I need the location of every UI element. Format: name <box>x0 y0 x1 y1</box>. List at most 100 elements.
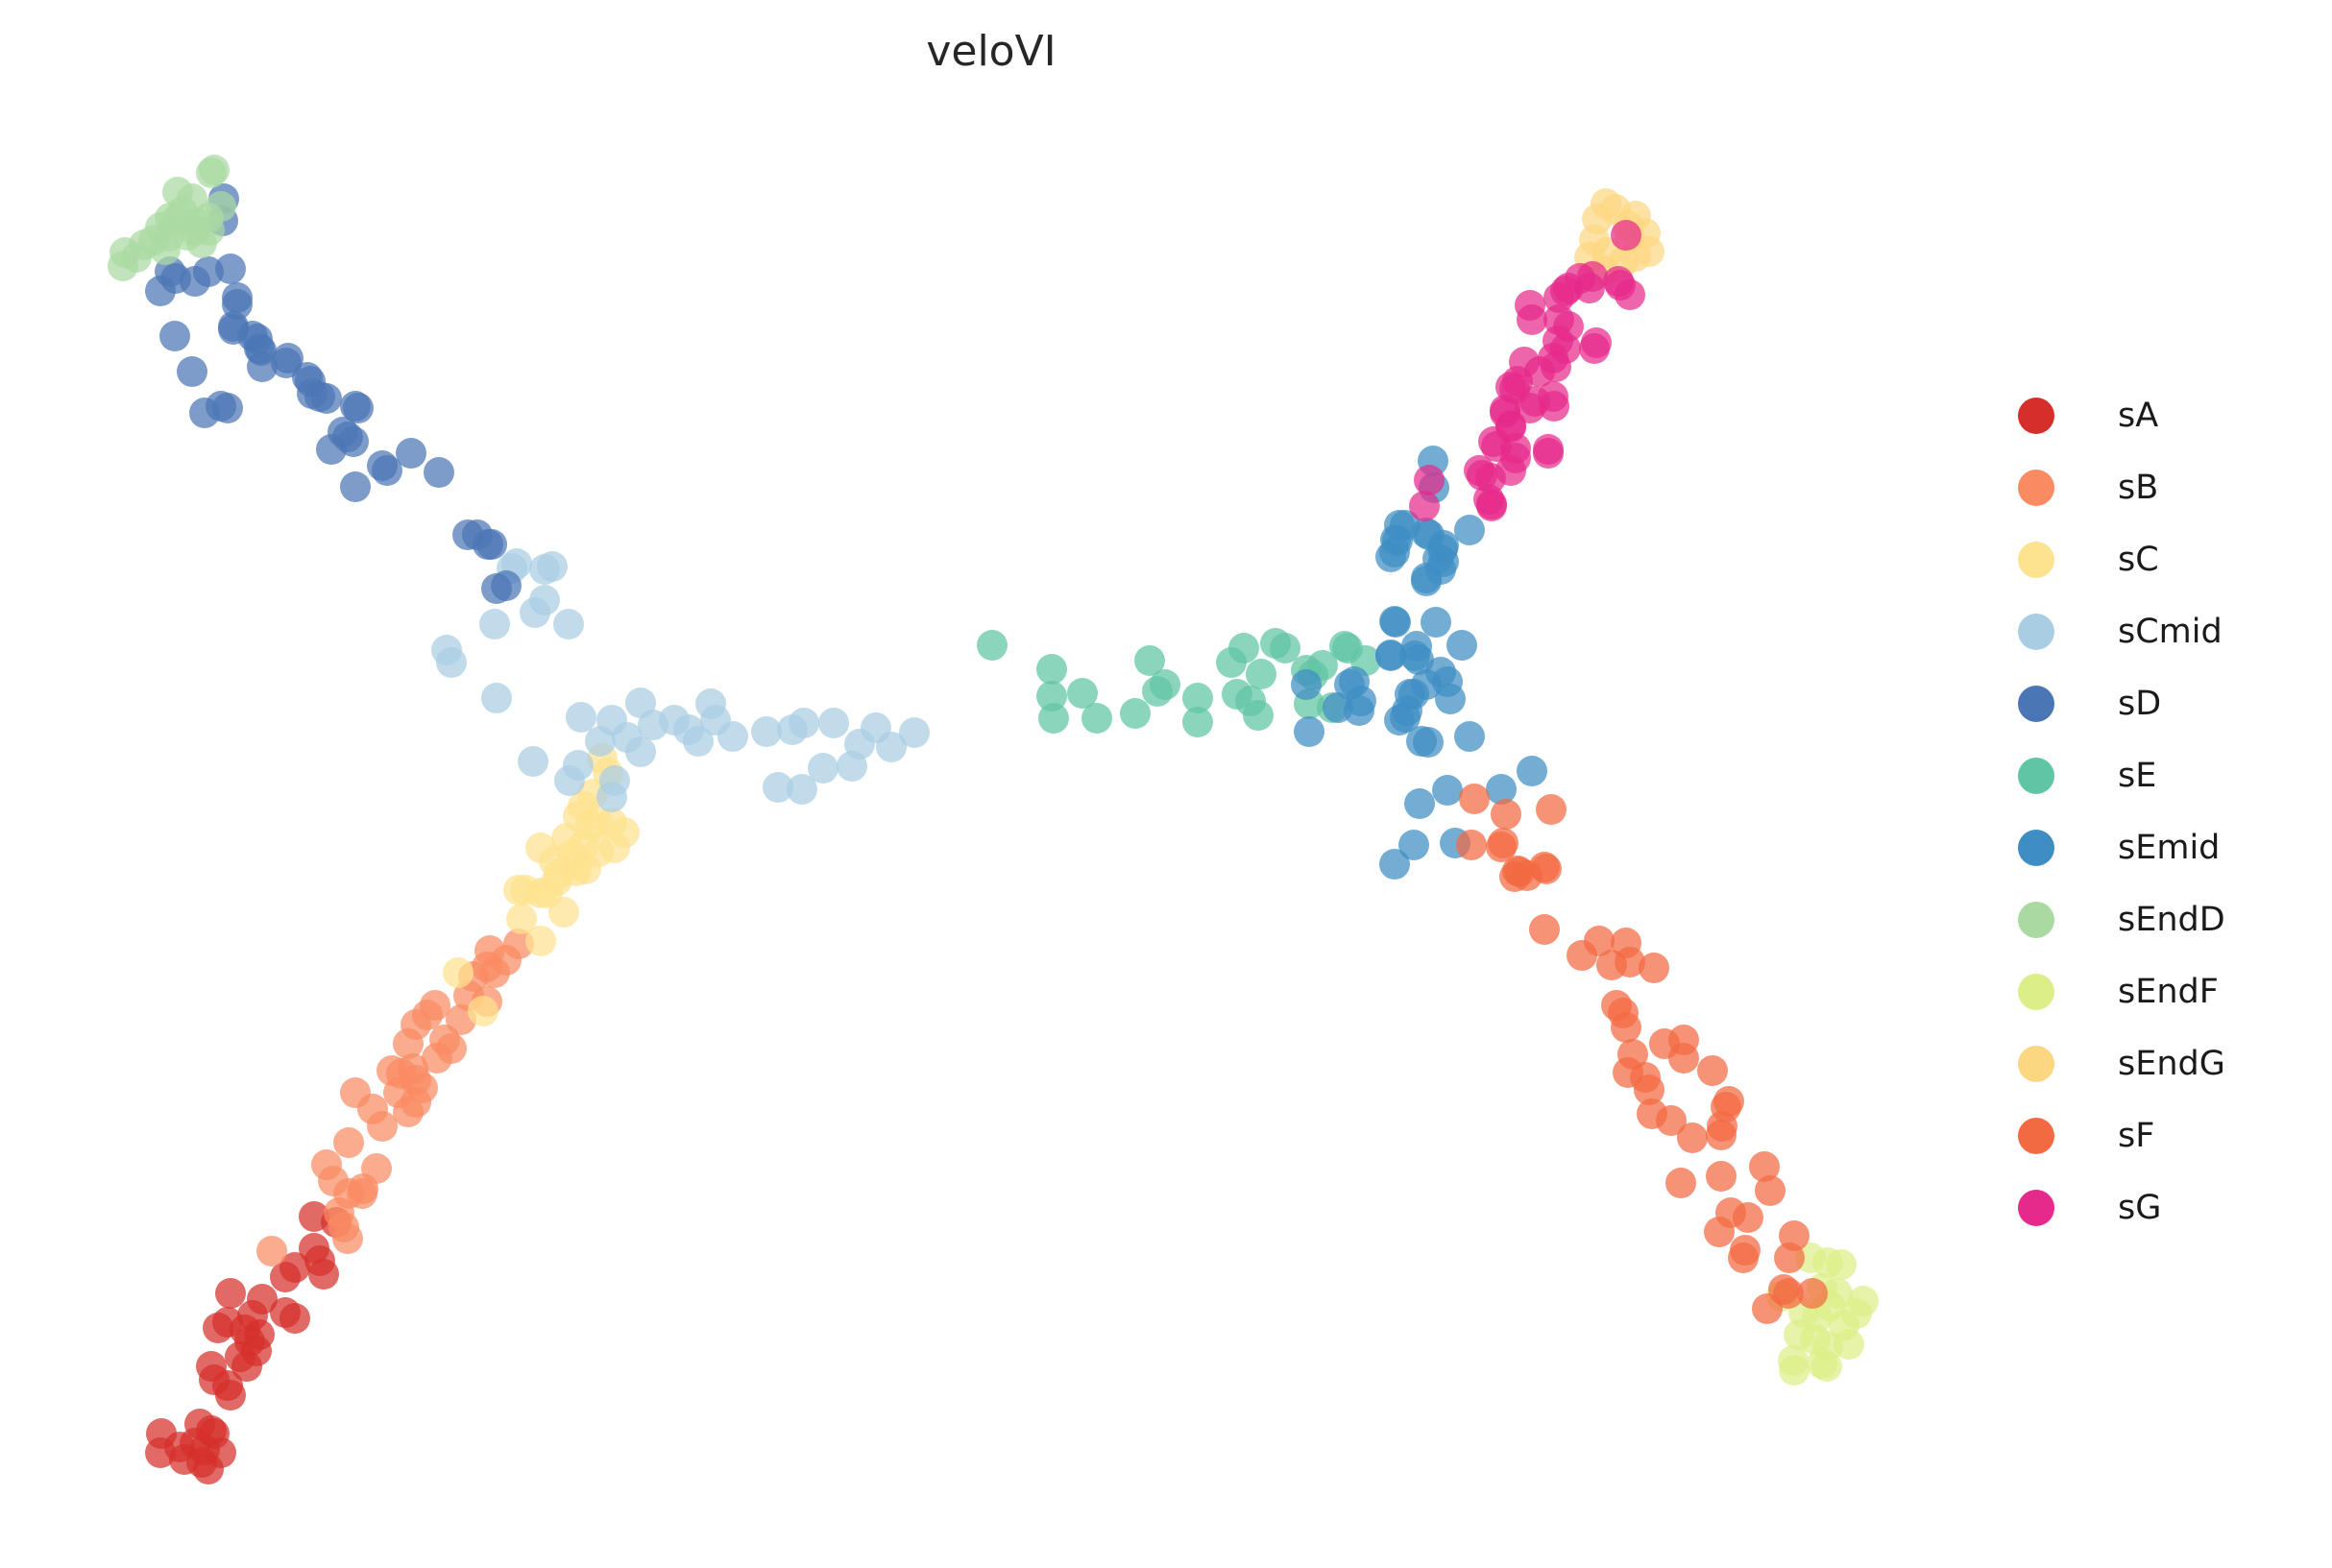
data-point-sCmid <box>837 751 867 782</box>
data-point-sEmid <box>1421 607 1451 638</box>
data-point-sA <box>308 1259 339 1290</box>
data-point-sE <box>1134 645 1165 676</box>
data-point-sE <box>1270 633 1300 663</box>
data-point-sEmid <box>1390 702 1421 733</box>
cluster-sG <box>1409 220 1645 521</box>
data-point-sC <box>599 832 630 863</box>
cluster-sEndD <box>108 155 236 281</box>
legend-item-sA: sA <box>2018 398 2225 434</box>
data-point-sE <box>1243 700 1274 731</box>
data-point-sE <box>977 630 1008 661</box>
data-point-sF <box>1768 1274 1799 1305</box>
data-point-sCmid <box>537 551 568 582</box>
data-point-sA <box>193 1454 224 1484</box>
data-point-sE <box>1228 633 1259 663</box>
data-point-sCmid <box>777 714 808 745</box>
data-point-sEndG <box>1634 236 1664 267</box>
data-point-sG <box>1533 438 1564 469</box>
legend-marker-icon <box>2018 974 2054 1010</box>
legend-marker-icon <box>2018 1118 2054 1154</box>
data-point-sD <box>481 573 512 604</box>
data-point-sEndD <box>121 242 152 273</box>
data-point-sEndD <box>154 221 184 252</box>
data-point-sCmid <box>818 708 849 738</box>
legend-label: sG <box>2118 1189 2162 1227</box>
data-point-sE <box>1036 654 1067 685</box>
legend-marker-icon <box>2018 398 2054 434</box>
legend-marker-icon <box>2018 614 2054 650</box>
data-point-sD <box>180 266 210 297</box>
data-point-sCmid <box>479 609 510 639</box>
data-point-sF <box>1733 1202 1763 1233</box>
data-point-sCmid <box>566 702 596 733</box>
data-point-sCmid <box>529 585 560 615</box>
data-point-sEmid <box>1398 830 1429 860</box>
legend-item-sEndD: sEndD <box>2018 902 2225 938</box>
data-point-sG <box>1574 273 1605 303</box>
data-point-sF <box>1656 1105 1687 1136</box>
data-point-sE <box>1120 698 1151 729</box>
data-point-sB <box>491 945 522 976</box>
data-point-sEmid <box>1395 679 1425 710</box>
data-point-sF <box>1634 1074 1664 1105</box>
data-point-sCmid <box>808 753 838 784</box>
data-point-sEmid <box>1517 756 1547 786</box>
data-point-sCmid <box>625 736 656 767</box>
data-point-sA <box>215 1380 246 1411</box>
data-point-sD <box>424 457 454 488</box>
data-point-sF <box>1797 1278 1828 1309</box>
legend-marker-icon <box>2018 830 2054 866</box>
data-point-sA <box>279 1303 310 1334</box>
data-point-sE <box>1150 669 1180 700</box>
legend-marker-icon <box>2018 686 2054 722</box>
legend-label: sF <box>2118 1117 2155 1155</box>
data-point-sC <box>443 957 474 988</box>
data-point-sEmid <box>1399 640 1430 671</box>
data-point-sD <box>159 321 190 351</box>
data-point-sE <box>1081 703 1112 734</box>
legend-item-sD: sD <box>2018 686 2225 722</box>
legend-marker-icon <box>2018 542 2054 578</box>
data-point-sD <box>206 391 236 422</box>
data-point-sEmid <box>1323 692 1353 723</box>
legend-label: sD <box>2118 685 2162 723</box>
data-point-sF <box>1711 1092 1741 1122</box>
cluster-sF <box>1456 784 1828 1324</box>
data-point-sG <box>1467 460 1497 491</box>
data-point-sEmid <box>1446 630 1477 661</box>
legend-item-sEmid: sEmid <box>2018 830 2225 866</box>
data-point-sA <box>230 1315 260 1345</box>
data-point-sEndF <box>1826 1249 1857 1280</box>
data-point-sD <box>372 455 402 486</box>
data-point-sG <box>1615 279 1645 310</box>
data-point-sEmid <box>1380 607 1411 638</box>
cluster-sA <box>145 1201 352 1484</box>
data-point-sEmid <box>1346 686 1376 716</box>
data-point-sC <box>571 854 601 884</box>
data-point-sF <box>1456 830 1487 860</box>
data-point-sF <box>1728 1242 1759 1273</box>
data-point-sF <box>1755 1175 1785 1206</box>
data-point-sA <box>203 1313 233 1343</box>
data-point-sA <box>231 1351 262 1382</box>
data-point-sG <box>1409 491 1440 521</box>
data-point-sC <box>468 996 498 1026</box>
data-point-sF <box>1502 856 1533 886</box>
cluster-sCmid <box>431 548 930 812</box>
data-point-sG <box>1476 489 1507 519</box>
data-point-sE <box>1182 707 1213 737</box>
data-point-sD <box>338 426 369 457</box>
data-point-sCmid <box>518 746 548 777</box>
data-point-sF <box>1584 926 1615 956</box>
legend-item-sF: sF <box>2018 1118 2225 1154</box>
cluster-sE <box>977 628 1381 737</box>
data-point-sG <box>1611 220 1641 251</box>
data-point-sEmid <box>1454 721 1485 752</box>
data-point-sB <box>332 1223 363 1254</box>
legend-item-sEndG: sEndG <box>2018 1046 2225 1082</box>
data-point-sEndD <box>206 191 236 222</box>
legend-label: sEndF <box>2118 973 2219 1011</box>
data-point-sF <box>1749 1151 1780 1182</box>
data-point-sCmid <box>481 683 512 713</box>
